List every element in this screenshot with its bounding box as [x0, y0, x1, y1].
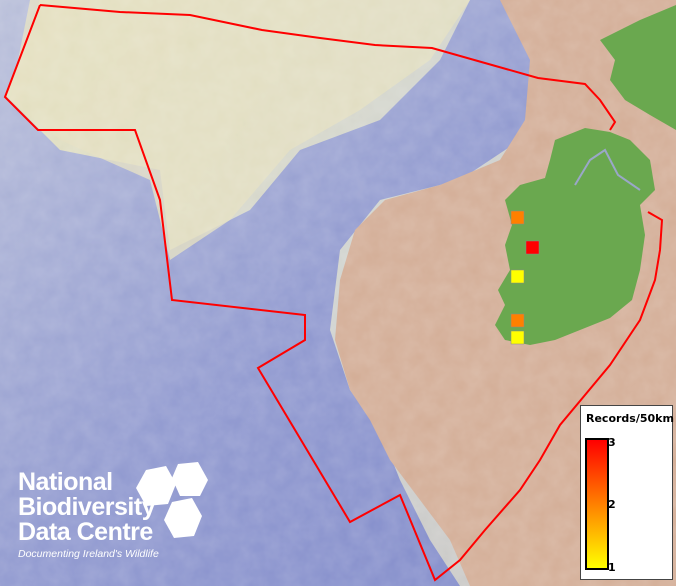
record-square[interactable]	[510, 210, 525, 225]
eez-boundary	[39, 4, 617, 131]
legend-mid-label: 2	[608, 498, 616, 511]
record-square[interactable]	[510, 330, 525, 345]
ireland-land	[495, 128, 655, 345]
legend: Records/50km 3 2 1	[580, 405, 674, 580]
logo-line-3: Data Centre	[18, 518, 153, 546]
legend-max-label: 3	[608, 436, 616, 449]
britain-land	[600, 5, 676, 130]
legend-title: Records/50km	[586, 412, 674, 425]
legend-min-label: 1	[608, 561, 616, 574]
record-square[interactable]	[510, 313, 525, 328]
logo-tagline: Documenting Ireland's Wildlife	[18, 548, 159, 560]
record-square[interactable]	[510, 269, 525, 284]
record-square[interactable]	[525, 240, 540, 255]
eez-boundary-west	[3, 4, 664, 582]
ni-border	[574, 148, 641, 191]
nbdc-logo: National Biodiversity Data Centre Docume…	[18, 468, 159, 561]
logo-line-1: National	[18, 468, 113, 496]
logo-hexagons-icon	[136, 462, 208, 538]
color-ramp	[585, 438, 609, 570]
logo-line-2: Biodiversity	[18, 493, 156, 521]
